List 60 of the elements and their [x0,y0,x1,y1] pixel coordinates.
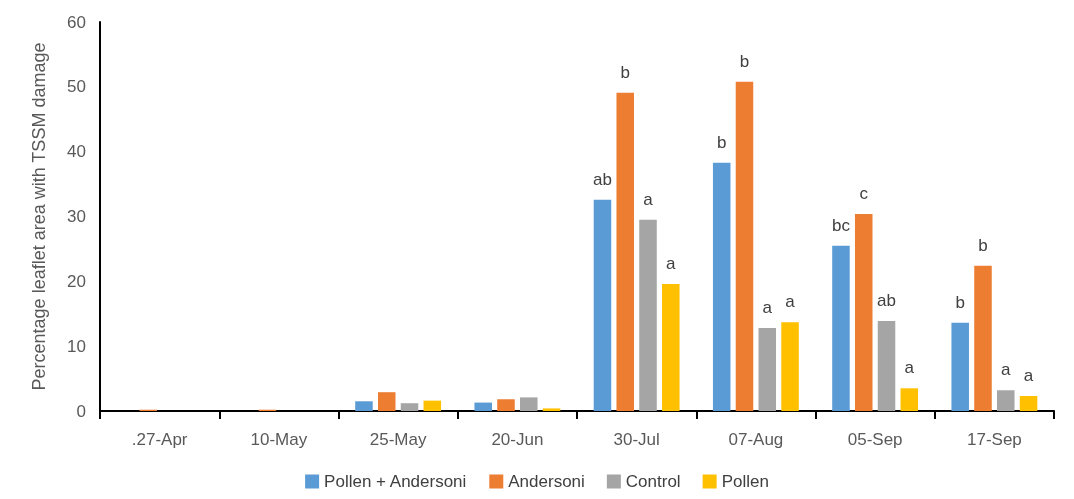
data-label: b [955,292,965,312]
data-label: b [716,132,727,152]
data-label: b [620,62,630,82]
data-label: a [643,189,654,209]
bar [735,81,754,411]
bar [1019,396,1038,411]
data-label: b [739,51,750,71]
data-label: ab [593,169,612,189]
bar [951,322,969,411]
bar [662,283,680,411]
x-tick-label: 05-Sep [847,430,903,449]
legend-label: Andersoni [508,472,585,491]
bar [758,328,777,411]
x-tick-label: 10-May [250,430,308,449]
y-tick-label: 10 [67,336,86,356]
data-label: a [1001,360,1012,380]
legend-label: Pollen + Andersoni [324,472,467,491]
x-tick-label: 07-Aug [728,430,784,449]
y-axis-title: Percentage leaflet area with TSSM damage [29,42,49,391]
bar [400,403,419,411]
bar [997,390,1015,411]
data-label: ab [877,290,896,310]
bar [781,322,799,411]
bar [497,399,515,411]
data-label: bc [831,215,851,235]
x-tick-label: .27-Apr [131,430,188,449]
bar [974,265,992,411]
y-tick-label: 40 [67,142,86,162]
bar [423,400,442,411]
data-label: a [1023,366,1034,386]
legend-label: Pollen [721,472,769,491]
bar [854,213,873,411]
y-tick-label: 30 [67,207,86,226]
bar [377,392,396,411]
y-tick-label: 20 [67,271,86,291]
y-tick-label: 50 [67,77,86,97]
legend-label: Control [625,472,681,491]
bar [474,402,492,411]
bar [520,397,538,411]
bar [542,408,561,411]
bar [639,219,657,411]
bar [593,199,612,411]
x-tick-label: 20-Jun [491,430,544,449]
data-label: a [785,292,796,312]
x-tick-label: 17-Sep [966,430,1022,449]
data-label: a [904,358,915,378]
bar [832,245,850,411]
data-label: a [666,253,677,273]
bar [900,388,919,411]
bar [355,401,373,411]
x-tick-label: 25-May [369,430,427,449]
y-tick-label: 60 [67,12,86,32]
data-label: c [859,183,869,203]
bar [616,92,634,411]
data-label: a [762,298,773,318]
y-tick-label: 0 [76,401,86,421]
bar [712,162,731,411]
x-tick-label: 30-Jul [613,430,660,449]
data-label: b [978,235,988,255]
bar [877,320,896,411]
